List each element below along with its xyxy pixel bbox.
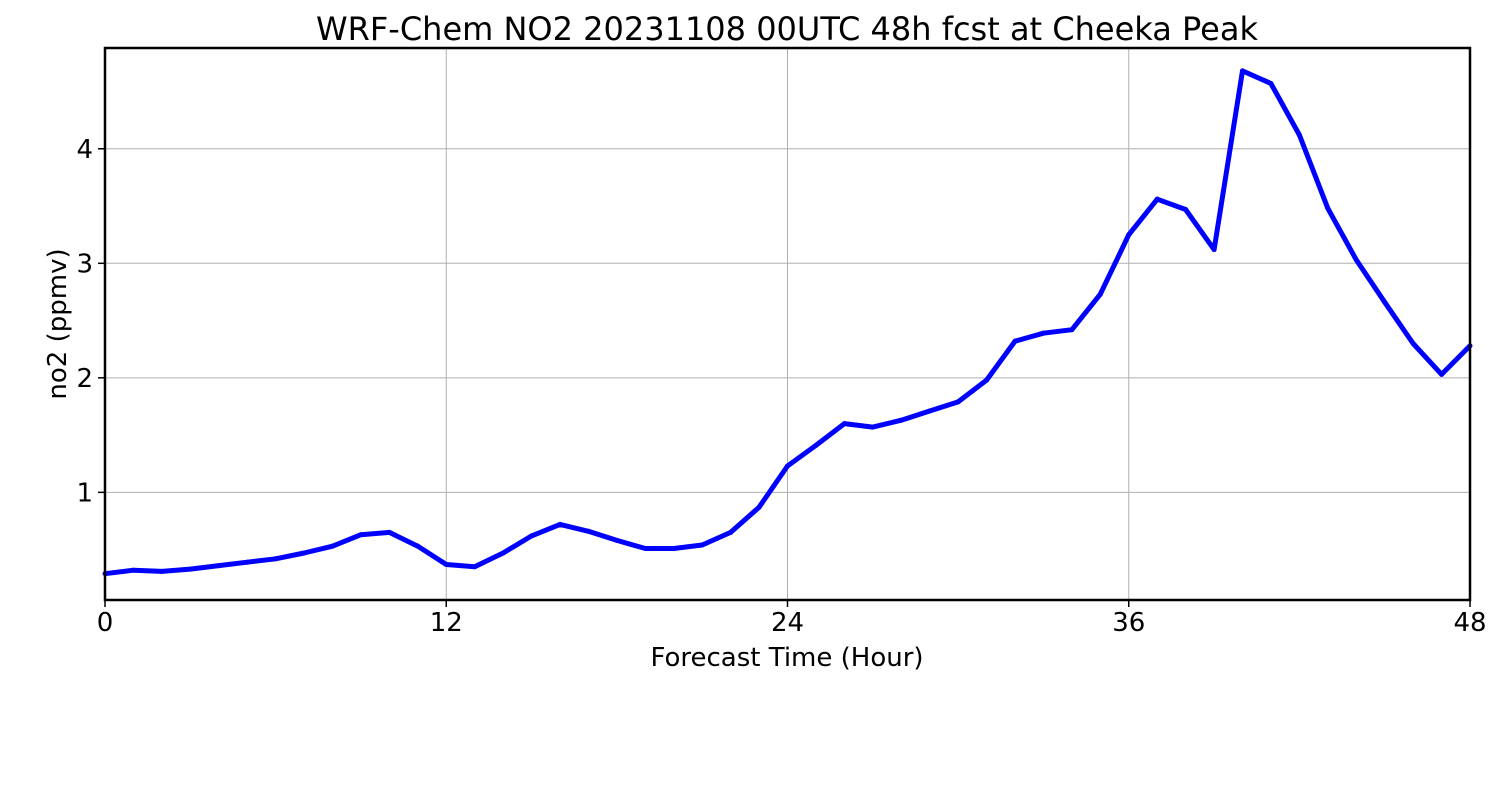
data-point — [1353, 257, 1359, 263]
data-point — [159, 568, 165, 574]
x-tick-label: 12 — [430, 608, 463, 638]
data-point — [1296, 132, 1302, 138]
data-point — [1040, 330, 1046, 336]
data-point — [1154, 196, 1160, 202]
data-point — [187, 566, 193, 572]
data-point — [472, 564, 478, 570]
y-tick-label: 1 — [76, 478, 93, 508]
data-point — [1382, 299, 1388, 305]
data-point — [1012, 338, 1018, 344]
data-point — [671, 545, 677, 551]
data-point — [841, 421, 847, 427]
data-point — [984, 377, 990, 383]
data-point — [756, 504, 762, 510]
y-tick-label: 3 — [76, 249, 93, 279]
x-tick-label: 48 — [1453, 608, 1486, 638]
data-point — [1183, 206, 1189, 212]
x-tick-label: 36 — [1112, 608, 1145, 638]
data-point — [1097, 291, 1103, 297]
data-point — [529, 533, 535, 539]
grid-lines — [104, 48, 1471, 600]
data-point — [728, 529, 734, 535]
data-point — [1325, 205, 1331, 211]
data-point — [955, 399, 961, 405]
data-point — [130, 567, 136, 573]
data-point — [785, 463, 790, 469]
data-point — [699, 542, 705, 548]
data-point — [330, 543, 335, 549]
data-point — [557, 521, 563, 527]
plot-frame — [103, 46, 1472, 602]
data-point — [1268, 81, 1274, 87]
data-point — [386, 529, 392, 535]
data-point — [642, 545, 648, 551]
y-tick-label: 4 — [76, 135, 93, 165]
data-point — [927, 408, 933, 414]
data-point — [443, 561, 449, 567]
data-point — [415, 543, 421, 549]
data-point — [301, 550, 307, 556]
data-point — [813, 442, 819, 448]
y-tick-label: 2 — [76, 364, 93, 394]
x-tick-label: 24 — [771, 608, 804, 638]
data-point — [1439, 371, 1445, 377]
data-point — [1240, 68, 1245, 74]
data-point — [870, 424, 876, 430]
data-point — [1069, 327, 1075, 333]
data-point — [1211, 247, 1217, 253]
data-point — [1410, 340, 1416, 346]
data-point — [898, 417, 904, 423]
data-point — [585, 528, 591, 534]
x-tick-label: 0 — [97, 608, 114, 638]
series-layer — [102, 68, 1473, 577]
data-point — [216, 563, 222, 569]
data-point — [273, 556, 279, 562]
data-point — [244, 559, 250, 565]
chart-title: WRF-Chem NO2 20231108 00UTC 48h fcst at … — [316, 10, 1258, 48]
data-point — [358, 532, 364, 538]
y-axis-label: no2 (ppmv) — [43, 248, 73, 399]
x-axis-label: Forecast Time (Hour) — [650, 643, 923, 673]
data-point — [500, 550, 506, 556]
data-point — [614, 537, 620, 543]
data-point — [1126, 232, 1132, 238]
